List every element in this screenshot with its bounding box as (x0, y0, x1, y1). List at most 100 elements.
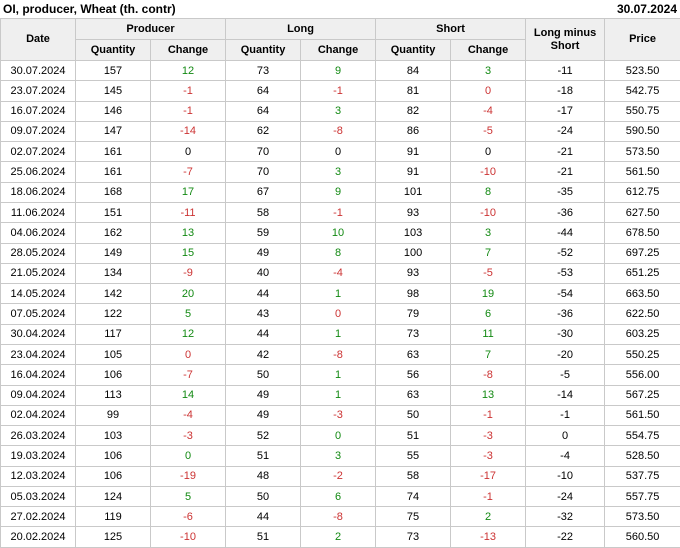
long-change-cell: 9 (300, 59, 377, 82)
long-minus-short-cell: -10 (525, 465, 606, 487)
date-cell: 23.04.2024 (0, 343, 76, 366)
date-cell: 20.02.2024 (0, 526, 76, 548)
table-row: 09.04.2024 113 14 49 1 63 13 -14 567.25 (0, 384, 680, 406)
long-quantity-cell: 40 (225, 262, 302, 285)
producer-change-cell: 0 (149, 141, 227, 163)
short-change-cell: 0 (450, 80, 527, 102)
short-quantity-cell: 56 (375, 364, 452, 386)
short-change-cell: 2 (450, 506, 527, 528)
long-minus-short-cell: -24 (525, 120, 606, 143)
long-quantity-cell: 44 (225, 506, 302, 528)
table-row: 07.05.2024 122 5 43 0 79 6 -36 622.50 (0, 303, 680, 325)
date-cell: 30.07.2024 (0, 59, 76, 82)
long-quantity-cell: 59 (225, 222, 302, 244)
short-change-cell: 3 (450, 222, 527, 244)
date-cell: 09.07.2024 (0, 120, 76, 143)
long-change-cell: -4 (300, 262, 377, 285)
short-quantity-cell: 79 (375, 303, 452, 325)
long-quantity-cell: 73 (225, 59, 302, 82)
short-change-cell: 7 (450, 343, 527, 366)
table-row: 20.02.2024 125 -10 51 2 73 -13 -22 560.50 (0, 526, 680, 548)
long-change-cell: 3 (300, 100, 377, 122)
producer-quantity-cell: 119 (75, 506, 151, 528)
short-quantity-cell: 91 (375, 141, 452, 163)
date-cell: 30.04.2024 (0, 323, 76, 345)
long-change-cell: 1 (300, 384, 377, 406)
table-row: 02.04.2024 99 -4 49 -3 50 -1 -1 561.50 (0, 404, 680, 427)
price-cell: 590.50 (604, 120, 680, 143)
short-quantity-cell: 98 (375, 283, 452, 305)
producer-quantity-cell: 145 (75, 80, 151, 102)
long-quantity-cell: 42 (225, 343, 302, 366)
table-row: 16.07.2024 146 -1 64 3 82 -4 -17 550.75 (0, 100, 680, 122)
producer-change-cell: 12 (149, 323, 227, 345)
price-cell: 567.25 (604, 384, 680, 406)
short-quantity-cell: 55 (375, 445, 452, 467)
price-cell: 627.50 (604, 201, 680, 224)
col-header-long-change: Change (300, 39, 377, 61)
date-cell: 16.07.2024 (0, 100, 76, 122)
short-change-cell: -3 (450, 445, 527, 467)
long-change-cell: 6 (300, 485, 377, 508)
long-change-cell: -8 (300, 506, 377, 528)
price-cell: 622.50 (604, 303, 680, 325)
price-cell: 560.50 (604, 526, 680, 548)
producer-change-cell: 20 (149, 283, 227, 305)
long-quantity-cell: 67 (225, 181, 302, 203)
date-cell: 09.04.2024 (0, 384, 76, 406)
producer-quantity-cell: 149 (75, 242, 151, 264)
price-cell: 542.75 (604, 80, 680, 102)
table-row: 18.06.2024 168 17 67 9 101 8 -35 612.75 (0, 181, 680, 203)
report-date: 30.07.2024 (616, 2, 677, 16)
long-minus-short-cell: -52 (525, 242, 606, 264)
long-minus-short-cell: -20 (525, 343, 606, 366)
col-header-price: Price (604, 18, 680, 61)
col-header-date: Date (0, 18, 76, 61)
col-group-long: Long (225, 18, 377, 40)
short-change-cell: 6 (450, 303, 527, 325)
long-quantity-cell: 51 (225, 526, 302, 548)
short-change-cell: -10 (450, 161, 527, 183)
short-quantity-cell: 103 (375, 222, 452, 244)
long-minus-short-cell: -36 (525, 303, 606, 325)
long-change-cell: 2 (300, 526, 377, 548)
long-change-cell: -8 (300, 343, 377, 366)
producer-change-cell: -19 (149, 465, 227, 487)
producer-change-cell: -11 (149, 201, 227, 224)
date-cell: 02.04.2024 (0, 404, 76, 427)
cot-table: Date Producer Long Short Long minus Shor… (0, 18, 680, 548)
short-quantity-cell: 82 (375, 100, 452, 122)
price-cell: 561.50 (604, 404, 680, 427)
date-cell: 05.03.2024 (0, 485, 76, 508)
long-minus-short-cell: -53 (525, 262, 606, 285)
short-quantity-cell: 58 (375, 465, 452, 487)
short-change-cell: -1 (450, 404, 527, 427)
producer-change-cell: 5 (149, 303, 227, 325)
table-row: 30.07.2024 157 12 73 9 84 3 -11 523.50 (0, 59, 680, 82)
producer-change-cell: -4 (149, 404, 227, 427)
date-cell: 23.07.2024 (0, 80, 76, 102)
date-cell: 12.03.2024 (0, 465, 76, 487)
long-quantity-cell: 48 (225, 465, 302, 487)
table-row: 27.02.2024 119 -6 44 -8 75 2 -32 573.50 (0, 506, 680, 528)
long-quantity-cell: 44 (225, 323, 302, 345)
producer-change-cell: -14 (149, 120, 227, 143)
short-quantity-cell: 63 (375, 384, 452, 406)
table-row: 21.05.2024 134 -9 40 -4 93 -5 -53 651.25 (0, 262, 680, 285)
short-quantity-cell: 101 (375, 181, 452, 203)
long-minus-short-cell: -30 (525, 323, 606, 345)
producer-change-cell: -7 (149, 161, 227, 183)
date-cell: 28.05.2024 (0, 242, 76, 264)
long-change-cell: 8 (300, 242, 377, 264)
long-minus-short-cell: -36 (525, 201, 606, 224)
date-cell: 26.03.2024 (0, 425, 76, 447)
long-quantity-cell: 50 (225, 485, 302, 508)
short-quantity-cell: 73 (375, 323, 452, 345)
short-change-cell: 8 (450, 181, 527, 203)
producer-change-cell: 5 (149, 485, 227, 508)
table-row: 12.03.2024 106 -19 48 -2 58 -17 -10 537.75 (0, 465, 680, 487)
table-row: 02.07.2024 161 0 70 0 91 0 -21 573.50 (0, 141, 680, 163)
long-quantity-cell: 43 (225, 303, 302, 325)
producer-quantity-cell: 124 (75, 485, 151, 508)
price-cell: 651.25 (604, 262, 680, 285)
